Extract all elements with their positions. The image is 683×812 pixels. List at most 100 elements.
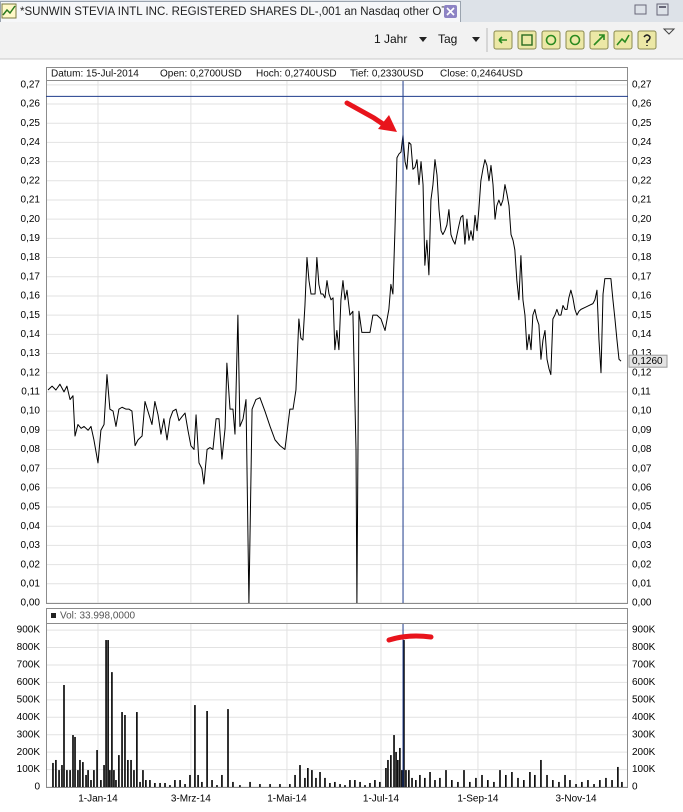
info-open: Open: 0,2700USD <box>160 69 242 80</box>
volume-bar <box>216 785 218 787</box>
volume-bar <box>139 781 141 787</box>
volume-bar <box>429 772 431 787</box>
volume-bar <box>475 777 477 787</box>
y-tick-label-right: 0,26 <box>632 99 652 110</box>
period-select[interactable]: 1 Jahr <box>374 32 407 46</box>
volume-bar <box>227 709 229 787</box>
volume-bar <box>605 777 607 787</box>
save-button[interactable] <box>517 30 537 50</box>
refresh-button[interactable] <box>541 30 561 50</box>
volume-bar <box>445 770 447 787</box>
volume-bar <box>451 780 453 787</box>
volume-bar <box>505 774 507 787</box>
y-tick-label-right: 0 <box>632 782 638 793</box>
volume-bar <box>55 759 57 787</box>
volume-bar <box>397 759 399 787</box>
volume-bar <box>364 785 366 787</box>
volume-bar <box>58 770 60 787</box>
y-tick-label: 0,02 <box>21 559 41 570</box>
y-tick-label-right: 0,20 <box>632 214 652 225</box>
volume-bar <box>405 770 407 787</box>
y-tick-label: 500K <box>17 694 41 705</box>
y-tick-label-right: 600K <box>632 677 656 688</box>
volume-bar <box>194 705 196 787</box>
volume-bar <box>96 750 98 787</box>
y-tick-label: 0,16 <box>21 291 41 302</box>
y-tick-label-right: 0,18 <box>632 252 652 263</box>
minimize-button[interactable] <box>634 4 647 15</box>
volume-bar <box>419 774 421 787</box>
volume-bar <box>197 774 199 787</box>
volume-bar <box>269 784 271 787</box>
period-dropdown-arrow[interactable] <box>419 37 427 42</box>
volume-bar <box>184 784 186 787</box>
volume-bar <box>369 782 371 787</box>
y-tick-label-right: 700K <box>632 660 656 671</box>
volume-bar <box>395 751 397 787</box>
volume-bar <box>174 780 176 787</box>
volume-bar <box>142 770 144 787</box>
y-tick-label: 0,24 <box>21 137 41 148</box>
volume-bar <box>77 770 79 787</box>
volume-bar <box>540 759 542 787</box>
volume-bar <box>558 781 560 787</box>
y-tick-label-right: 0,22 <box>632 175 652 186</box>
y-tick-label-right: 0,17 <box>632 271 652 282</box>
volume-bar <box>511 772 513 787</box>
y-tick-label: 900K <box>17 625 41 636</box>
volume-bar <box>211 780 213 787</box>
y-tick-label: 0,27 <box>21 79 41 90</box>
toolbar-buttons <box>493 28 676 50</box>
volume-bar <box>154 782 156 787</box>
volume-bar <box>159 782 161 787</box>
interval-select[interactable]: Tag <box>438 32 457 46</box>
annotation-arrow <box>344 100 389 129</box>
y-tick-label: 600K <box>17 677 41 688</box>
reload-button[interactable] <box>565 30 585 50</box>
volume-bar <box>499 770 501 787</box>
volume-bar <box>164 782 166 787</box>
volume-bar <box>121 712 123 787</box>
volume-bar <box>82 762 84 787</box>
volume-bar <box>617 766 619 787</box>
y-tick-label-right: 0,10 <box>632 406 652 417</box>
y-tick-label-right: 0,24 <box>632 137 652 148</box>
volume-bar <box>587 780 589 787</box>
y-tick-label: 0,14 <box>21 329 41 340</box>
volume-bar <box>90 780 92 787</box>
volume-bar <box>374 780 376 787</box>
volume-bar <box>145 780 147 787</box>
y-tick-label-right: 0,21 <box>632 195 652 206</box>
volume-bar <box>334 781 336 787</box>
y-tick-label-right: 0,01 <box>632 578 652 589</box>
reload-glyph <box>569 34 581 46</box>
y-tick-label: 0,13 <box>21 348 41 359</box>
y-tick-label: 0,00 <box>21 598 41 609</box>
volume-bar <box>481 774 483 787</box>
y-tick-label: 0,17 <box>21 271 41 282</box>
volume-bar <box>111 672 113 787</box>
save-glyph <box>521 34 533 46</box>
y-tick-label: 0,15 <box>21 310 41 321</box>
volume-bar <box>133 770 135 787</box>
volume-bar <box>304 777 306 787</box>
volume-bar <box>354 780 356 787</box>
volume-bar <box>493 781 495 787</box>
help-button[interactable] <box>637 30 657 50</box>
volume-bar <box>424 777 426 787</box>
y-tick-label-right: 0,07 <box>632 463 652 474</box>
interval-dropdown-arrow[interactable] <box>472 37 480 42</box>
y-tick-label: 0,03 <box>21 540 41 551</box>
y-tick-label: 0,18 <box>21 252 41 263</box>
volume-bar <box>149 780 151 787</box>
toolbar-menu-arrow[interactable] <box>662 28 676 35</box>
volume-bar <box>87 770 89 787</box>
y-tick-label-right: 0,05 <box>632 502 652 513</box>
maximize-button[interactable] <box>656 3 669 16</box>
volume-bar <box>575 784 577 787</box>
volume-bar <box>169 785 171 787</box>
volume-bar <box>399 747 401 787</box>
y-tick-label: 0,06 <box>21 482 41 493</box>
plots: 0,00 0,00 0,01 0,01 0,02 0,02 0,03 0,03 0,04 0,04… <box>17 67 668 805</box>
